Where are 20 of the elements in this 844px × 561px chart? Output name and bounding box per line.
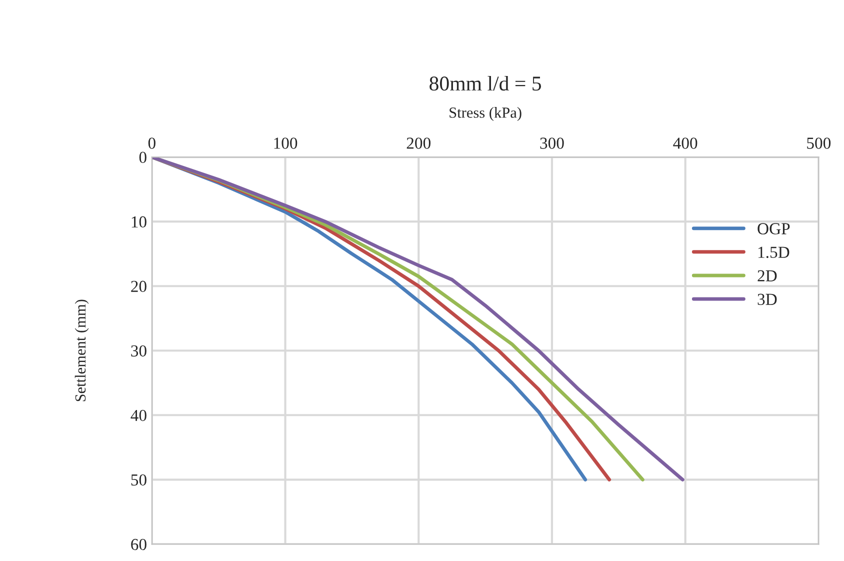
y-tick-label: 30 (131, 345, 146, 357)
y-tick-label: 10 (132, 216, 146, 228)
x-tick-label: 300 (540, 138, 564, 149)
legend-label: OGP (758, 223, 790, 234)
x-tick-label: 0 (148, 138, 156, 149)
y-tick-label: 60 (131, 538, 146, 550)
x-tick-label: 100 (274, 138, 298, 149)
y-axis-title: Settlement (mm) (74, 300, 89, 402)
y-tick-label: 50 (131, 474, 146, 486)
y-tick-label: 20 (131, 280, 146, 292)
legend-label: 3D (758, 294, 777, 306)
legend-label: 1.5D (758, 246, 790, 258)
legend-label: 2D (758, 270, 777, 282)
x-axis-title: Stress (kPa) (450, 107, 522, 121)
x-tick-label: 200 (406, 138, 430, 149)
y-tick-label: 0 (139, 152, 146, 164)
x-tick-label: 500 (807, 138, 831, 149)
x-tick-label: 400 (673, 138, 698, 149)
y-tick-label: 40 (130, 410, 146, 422)
chart-title: 80mm l/d = 5 (430, 76, 541, 91)
